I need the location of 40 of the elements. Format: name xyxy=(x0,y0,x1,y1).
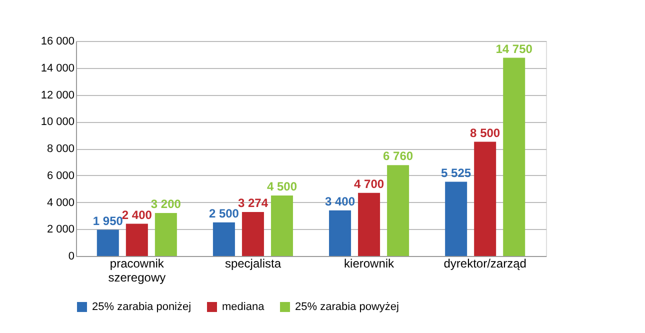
x-tick-label: specjalista xyxy=(224,256,282,270)
data-label: 4 500 xyxy=(266,180,298,194)
bar xyxy=(358,192,380,256)
bar xyxy=(96,230,119,256)
y-tick-label: 12 000 xyxy=(40,89,74,102)
data-label: 2 400 xyxy=(122,208,152,222)
data-label: 2 500 xyxy=(208,206,240,220)
data-label: 8 500 xyxy=(470,126,500,140)
y-tick-label: 10 000 xyxy=(40,116,74,128)
y-tick-label: 0 xyxy=(68,250,74,262)
bar xyxy=(503,58,526,256)
bar xyxy=(387,165,410,256)
bar xyxy=(445,182,468,256)
y-tick-label: 4 000 xyxy=(46,196,74,209)
y-tick-label: 6 000 xyxy=(46,170,74,182)
bar xyxy=(270,196,293,256)
data-label: 3 274 xyxy=(238,196,268,210)
legend-label: mediana xyxy=(222,301,266,313)
y-tick-label: 8 000 xyxy=(46,143,74,155)
data-label: 3 200 xyxy=(150,197,182,211)
x-tick-label: kierownik xyxy=(344,256,396,270)
legend-label: 25% zarabia powyżej xyxy=(295,301,399,313)
data-label: 6 760 xyxy=(383,149,414,164)
bar xyxy=(212,222,235,256)
legend-label: 25% zarabia poniżej xyxy=(92,301,192,313)
bar xyxy=(474,142,496,256)
data-label: 4 700 xyxy=(354,176,384,191)
data-label: 1 950 xyxy=(92,214,124,228)
x-tick-label: pracownik szeregowy xyxy=(108,256,166,284)
x-tick-label: dyrektor/zarząd xyxy=(444,256,526,270)
bar xyxy=(126,224,148,256)
bar xyxy=(154,213,177,256)
bar xyxy=(242,212,264,256)
data-label: 5 525 xyxy=(441,166,472,180)
y-tick-label: 2 000 xyxy=(46,224,74,236)
data-label: 3 400 xyxy=(324,194,356,208)
data-label: 14 750 xyxy=(496,42,533,56)
y-tick-label: 16 000 xyxy=(40,36,74,48)
y-tick-label: 14 000 xyxy=(40,62,74,74)
bar xyxy=(329,210,352,256)
